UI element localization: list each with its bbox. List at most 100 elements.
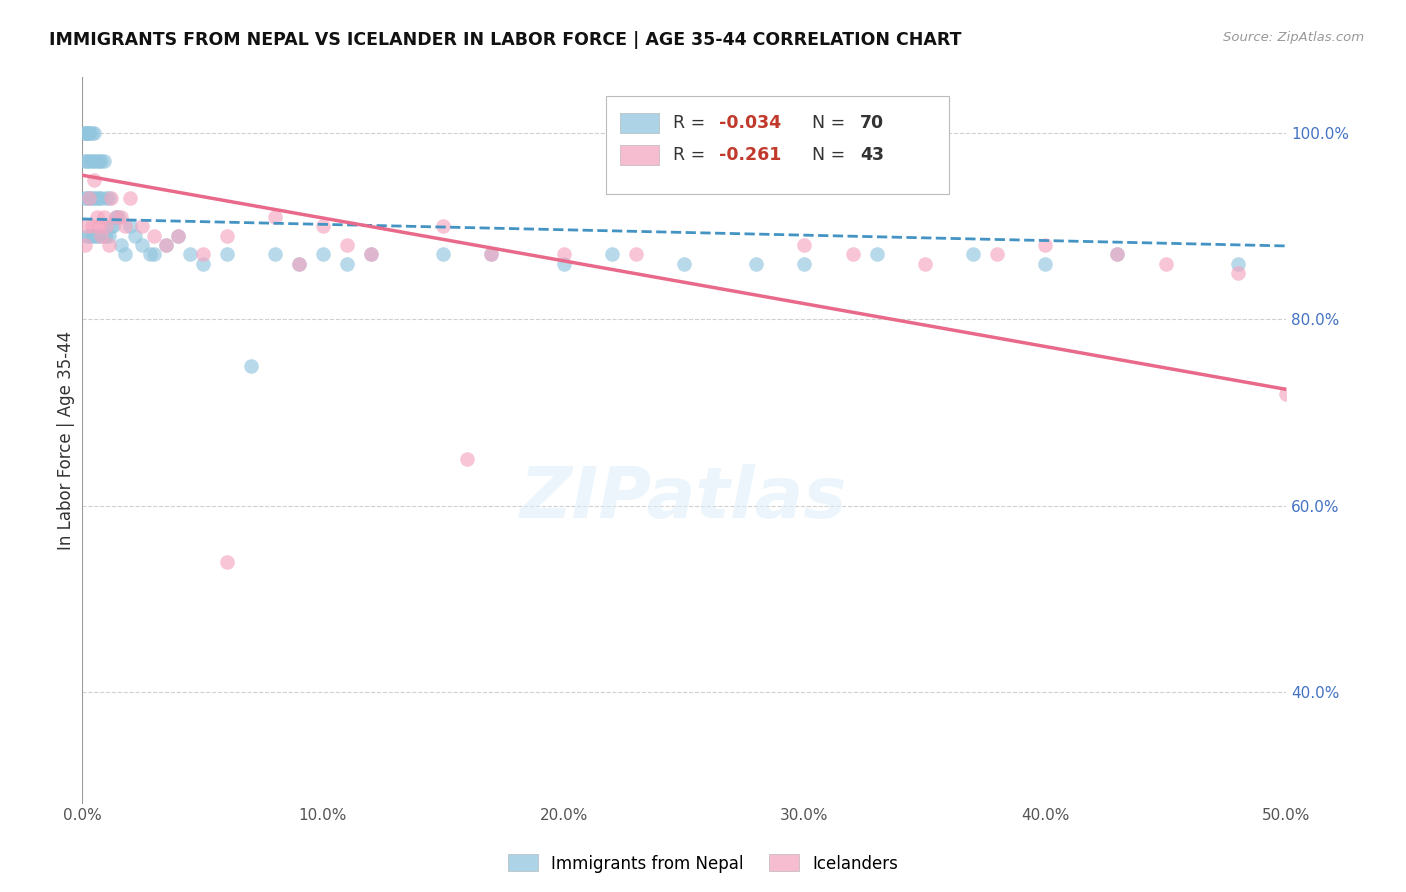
- Bar: [620, 145, 659, 165]
- Point: [336, 257, 359, 271]
- Text: N =: N =: [811, 146, 851, 164]
- Point: [215, 247, 238, 261]
- Point: [120, 191, 142, 205]
- Point: [93, 210, 115, 224]
- Point: [1154, 257, 1177, 271]
- Point: [793, 257, 815, 271]
- Point: [73, 191, 96, 205]
- Point: [76, 191, 98, 205]
- Text: R =: R =: [673, 146, 717, 164]
- Point: [745, 257, 768, 271]
- Point: [110, 238, 132, 252]
- Point: [336, 238, 359, 252]
- Point: [793, 238, 815, 252]
- Point: [79, 228, 101, 243]
- Point: [360, 247, 382, 261]
- Point: [673, 257, 696, 271]
- Text: 70: 70: [860, 114, 884, 132]
- Point: [624, 247, 647, 261]
- Point: [87, 219, 110, 234]
- Point: [143, 228, 166, 243]
- Point: [288, 257, 311, 271]
- Point: [83, 228, 105, 243]
- Point: [97, 191, 120, 205]
- Point: [83, 191, 105, 205]
- Point: [73, 126, 96, 140]
- Point: [76, 219, 98, 234]
- Point: [360, 247, 382, 261]
- Point: [481, 247, 503, 261]
- Text: -0.261: -0.261: [718, 146, 782, 164]
- Point: [79, 126, 101, 140]
- Point: [87, 228, 110, 243]
- Point: [83, 154, 105, 169]
- Point: [96, 191, 118, 205]
- Point: [432, 247, 454, 261]
- Text: Source: ZipAtlas.com: Source: ZipAtlas.com: [1223, 31, 1364, 45]
- Point: [1107, 247, 1129, 261]
- Point: [131, 219, 153, 234]
- Y-axis label: In Labor Force | Age 35-44: In Labor Force | Age 35-44: [58, 331, 75, 550]
- Point: [179, 247, 201, 261]
- Point: [124, 228, 146, 243]
- Point: [73, 154, 96, 169]
- Point: [600, 247, 623, 261]
- Point: [986, 247, 1008, 261]
- Point: [76, 228, 98, 243]
- Point: [73, 238, 96, 252]
- Text: IMMIGRANTS FROM NEPAL VS ICELANDER IN LABOR FORCE | AGE 35-44 CORRELATION CHART: IMMIGRANTS FROM NEPAL VS ICELANDER IN LA…: [49, 31, 962, 49]
- Point: [86, 210, 108, 224]
- Point: [100, 191, 122, 205]
- Point: [97, 238, 120, 252]
- Point: [86, 154, 108, 169]
- Point: [143, 247, 166, 261]
- Point: [90, 154, 112, 169]
- Point: [1033, 238, 1056, 252]
- Point: [1275, 387, 1298, 401]
- Point: [96, 228, 118, 243]
- Point: [76, 154, 98, 169]
- Text: 43: 43: [860, 146, 884, 164]
- Point: [97, 228, 120, 243]
- Bar: [620, 113, 659, 134]
- Point: [1033, 257, 1056, 271]
- Point: [131, 238, 153, 252]
- Point: [86, 228, 108, 243]
- Point: [553, 257, 575, 271]
- Point: [79, 191, 101, 205]
- Point: [80, 154, 103, 169]
- Text: ZIPatlas: ZIPatlas: [520, 464, 848, 533]
- Point: [432, 219, 454, 234]
- Point: [167, 228, 190, 243]
- Point: [79, 154, 101, 169]
- Point: [96, 219, 118, 234]
- Point: [312, 247, 335, 261]
- Point: [215, 555, 238, 569]
- Legend: Immigrants from Nepal, Icelanders: Immigrants from Nepal, Icelanders: [502, 847, 904, 880]
- Point: [167, 228, 190, 243]
- Point: [138, 247, 160, 261]
- Point: [215, 228, 238, 243]
- Point: [83, 173, 105, 187]
- Text: R =: R =: [673, 114, 711, 132]
- Point: [239, 359, 262, 373]
- Point: [114, 247, 136, 261]
- Point: [110, 210, 132, 224]
- Point: [962, 247, 984, 261]
- Point: [553, 247, 575, 261]
- Point: [79, 191, 101, 205]
- Point: [155, 238, 177, 252]
- Point: [914, 257, 936, 271]
- Point: [481, 247, 503, 261]
- Point: [841, 247, 863, 261]
- Point: [1107, 247, 1129, 261]
- Point: [79, 126, 101, 140]
- Point: [104, 210, 127, 224]
- Point: [80, 191, 103, 205]
- Point: [93, 228, 115, 243]
- Point: [745, 126, 768, 140]
- Point: [76, 126, 98, 140]
- Point: [263, 247, 285, 261]
- Point: [155, 238, 177, 252]
- Point: [114, 219, 136, 234]
